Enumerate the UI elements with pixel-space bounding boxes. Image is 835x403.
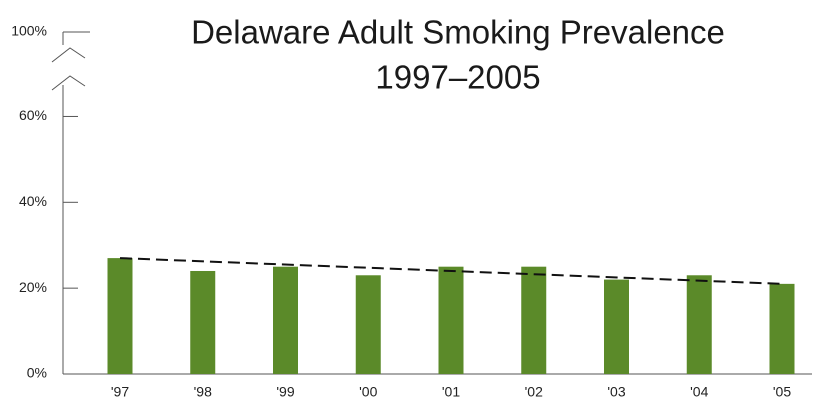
bar <box>190 270 216 374</box>
bar <box>686 275 712 374</box>
chart-title: Delaware Adult Smoking Prevalence <box>191 14 725 51</box>
bar <box>107 258 133 374</box>
bar <box>355 275 381 374</box>
x-tick-label: '03 <box>607 384 625 400</box>
x-tick-label: '02 <box>525 384 543 400</box>
y-tick-label: 100% <box>11 23 47 39</box>
bar <box>273 266 298 374</box>
x-tick-label: '04 <box>690 384 708 400</box>
x-tick-label: '99 <box>276 384 294 400</box>
bar <box>604 279 629 374</box>
bar <box>521 266 547 374</box>
axis-break <box>51 47 86 91</box>
x-tick-label: '00 <box>359 384 377 400</box>
x-tick-label: '05 <box>773 384 791 400</box>
chart-subtitle: 1997–2005 <box>375 59 540 96</box>
x-tick-label: '98 <box>194 384 212 400</box>
y-tick-label: 20% <box>19 279 47 295</box>
y-tick-label: 40% <box>19 193 47 209</box>
y-tick-label: 60% <box>19 107 47 123</box>
bar <box>438 266 464 374</box>
y-tick-label: 0% <box>27 365 47 381</box>
bar <box>769 283 795 374</box>
x-tick-label: '01 <box>442 384 460 400</box>
x-tick-label: '97 <box>111 384 129 400</box>
trend-line <box>119 257 783 285</box>
